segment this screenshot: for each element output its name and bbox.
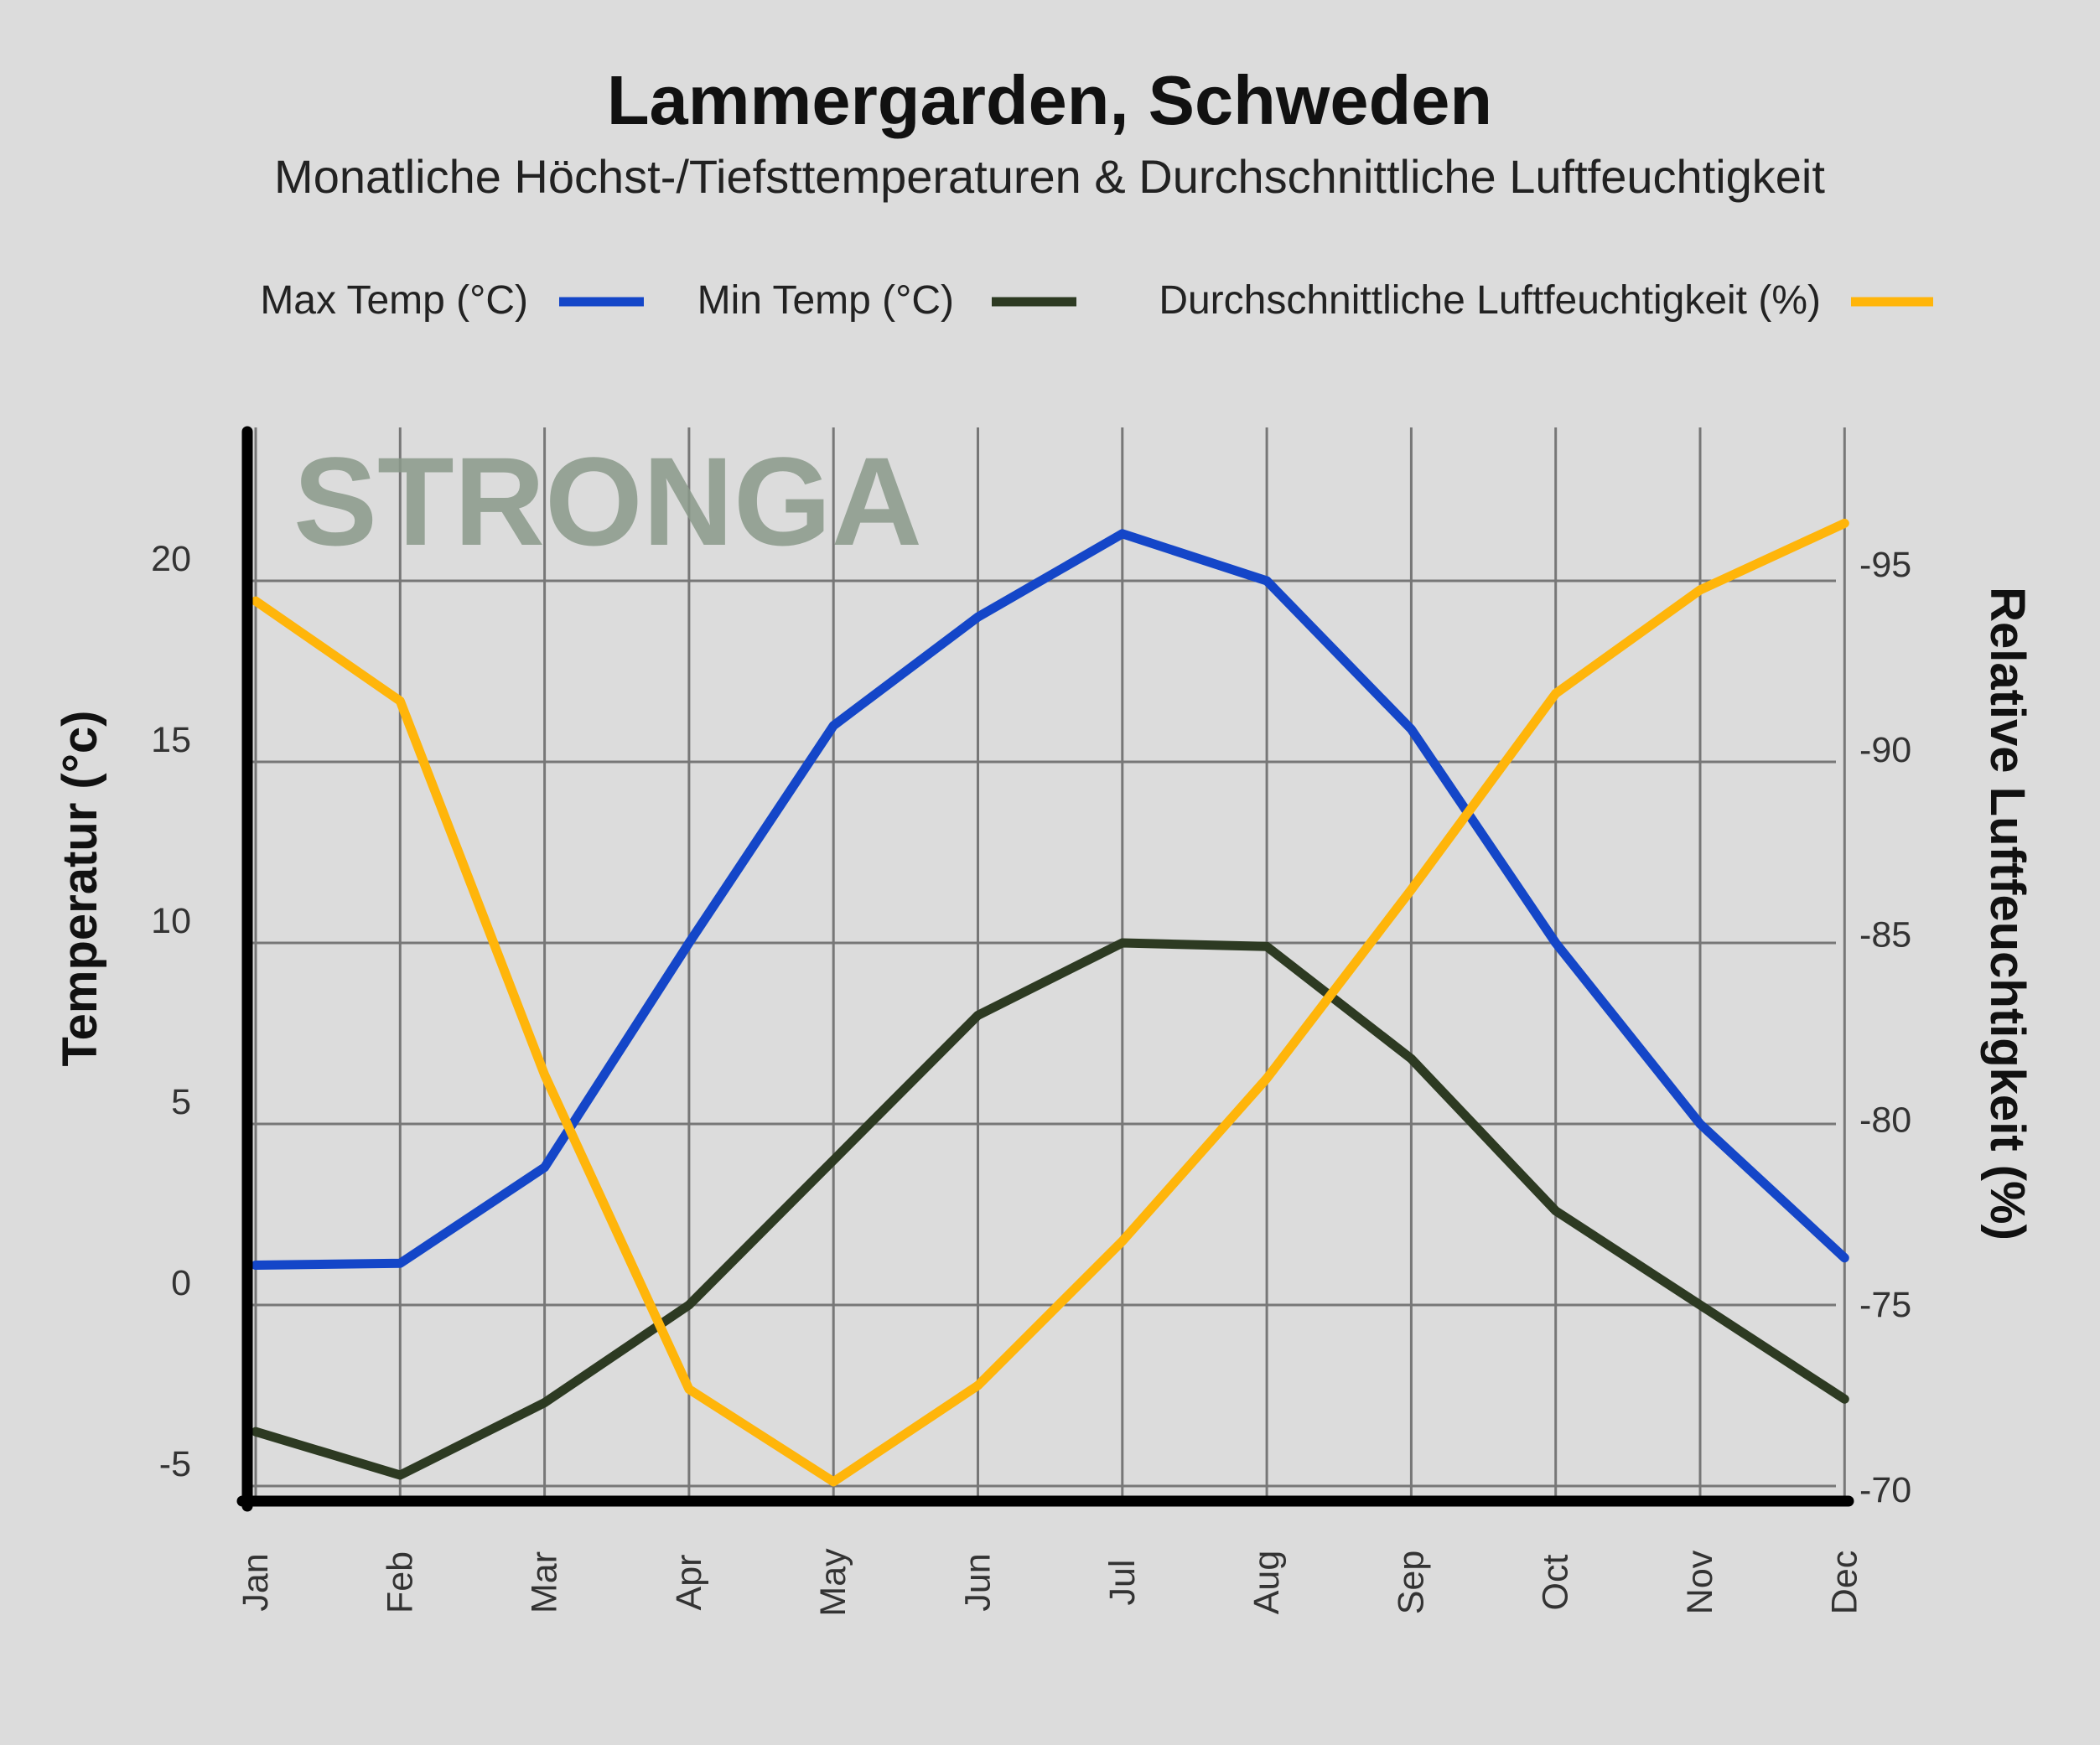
y-tick-label-left: 5: [171, 1082, 191, 1122]
y-tick-label-left: -5: [159, 1444, 191, 1484]
x-tick-label: Jul: [1102, 1560, 1143, 1606]
x-tick-label: Jun: [958, 1553, 998, 1611]
y-tick-label-right: -70: [1859, 1470, 1911, 1510]
x-tick-label: Mar: [525, 1551, 565, 1613]
y-tick-label-right: -80: [1859, 1100, 1911, 1140]
axes: [236, 426, 1854, 1512]
y-tick-label-right: -95: [1859, 545, 1911, 585]
legend-label-2: Durchschnittliche Luftfeuchtigkeit (%): [1159, 278, 1821, 323]
chart-title: Lammergarden, Schweden: [607, 61, 1492, 139]
chart-subtitle: Monatliche Höchst-/Tiefsttemperaturen & …: [274, 150, 1825, 203]
x-tick-label: Apr: [669, 1555, 709, 1611]
x-tick-label: Dec: [1824, 1551, 1864, 1614]
y-axis-title-left: Temperatur (°c): [53, 711, 107, 1067]
legend: Max Temp (°C) Min Temp (°C) Durchschnittli…: [260, 278, 1933, 323]
y-tick-label-left: 15: [151, 720, 191, 760]
x-tick-label: Aug: [1247, 1551, 1287, 1615]
tick-labels: 20 15 10 5 0 -5 Jan Feb Mar Apr May Jun Jul Aug Sep Oct…: [151, 539, 1911, 1617]
legend-label-0: Max Temp (°C): [260, 278, 528, 323]
x-tick-label: May: [813, 1548, 853, 1617]
series-line-2: [251, 518, 1849, 1487]
y-tick-label-left: 20: [151, 539, 191, 579]
y-tick-label-left: 0: [171, 1263, 191, 1303]
series-layer: [251, 518, 1849, 1487]
y-tick-label-right: -85: [1859, 915, 1911, 955]
y-tick-label-left: 10: [151, 901, 191, 941]
x-tick-label: Nov: [1680, 1550, 1720, 1614]
series-line-0: [251, 529, 1849, 1270]
x-tick-label: Feb: [380, 1551, 420, 1613]
x-tick-label: Jan: [236, 1553, 276, 1611]
watermark-logo: STRONGA: [293, 431, 922, 572]
y-axis-title-right: Relative Luftfeuchtigkeit (%): [1980, 587, 2035, 1240]
x-tick-label: Sep: [1391, 1551, 1431, 1615]
y-tick-label-right: -90: [1859, 730, 1911, 770]
legend-label-1: Min Temp (°C): [697, 278, 954, 323]
y-tick-label-right: -75: [1859, 1285, 1911, 1325]
x-tick-label: Oct: [1536, 1555, 1576, 1611]
series-line-1: [251, 938, 1849, 1480]
